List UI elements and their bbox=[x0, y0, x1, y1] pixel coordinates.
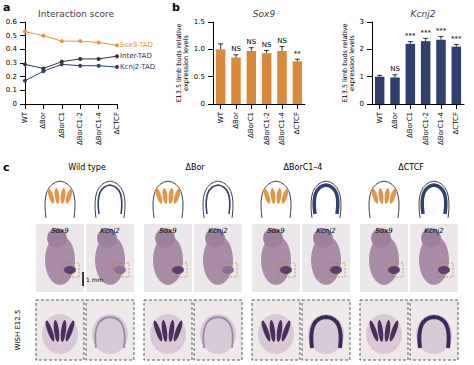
svg-text:Kcnj2: Kcnj2 bbox=[100, 227, 120, 235]
svg-text:ΔCTCF: ΔCTCF bbox=[398, 163, 424, 172]
svg-text:ΔBorC1: ΔBorC1 bbox=[247, 112, 255, 138]
svg-text:expression levels: expression levels bbox=[348, 34, 356, 91]
svg-text:Kcnj2: Kcnj2 bbox=[316, 227, 336, 235]
svg-text:ΔBorC1–4: ΔBorC1–4 bbox=[284, 163, 323, 172]
svg-text:expression levels: expression levels bbox=[182, 34, 190, 91]
svg-text:Kcnj2: Kcnj2 bbox=[424, 227, 444, 235]
svg-text:***: *** bbox=[405, 32, 416, 40]
svg-text:0: 0 bbox=[13, 100, 17, 108]
svg-text:Kcnj2: Kcnj2 bbox=[208, 227, 228, 235]
svg-text:NS: NS bbox=[390, 65, 400, 73]
svg-text:NS: NS bbox=[231, 45, 241, 53]
svg-text:WT: WT bbox=[21, 111, 29, 123]
svg-text:Wild type: Wild type bbox=[68, 163, 106, 172]
svg-text:1: 1 bbox=[360, 73, 364, 81]
svg-text:Kcnj2-TAD: Kcnj2-TAD bbox=[120, 63, 155, 71]
svg-text:ΔBorC1: ΔBorC1 bbox=[406, 112, 414, 138]
svg-text:2: 2 bbox=[360, 45, 364, 53]
svg-text:***: *** bbox=[436, 27, 447, 35]
svg-text:ΔBorC1: ΔBorC1 bbox=[58, 112, 66, 138]
svg-text:0.1: 0.1 bbox=[6, 86, 17, 94]
svg-text:ΔCTCF: ΔCTCF bbox=[113, 112, 121, 134]
svg-text:ΔBor: ΔBor bbox=[391, 112, 399, 129]
svg-text:Inter-TAD: Inter-TAD bbox=[120, 52, 152, 60]
svg-text:Sox9: Sox9 bbox=[51, 227, 69, 235]
svg-text:0: 0 bbox=[360, 100, 364, 108]
svg-text:WT: WT bbox=[217, 111, 225, 123]
svg-text:ΔBor: ΔBor bbox=[232, 112, 240, 129]
svg-text:NS: NS bbox=[246, 38, 256, 46]
svg-text:Sox9: Sox9 bbox=[159, 227, 177, 235]
svg-text:Sox9-TAD: Sox9-TAD bbox=[120, 41, 153, 49]
svg-text:ΔBorC1-4: ΔBorC1-4 bbox=[278, 111, 286, 145]
svg-text:ΔBorC1-2: ΔBorC1-2 bbox=[263, 112, 271, 145]
svg-text:***: *** bbox=[451, 35, 462, 43]
svg-text:Sox9: Sox9 bbox=[267, 227, 285, 235]
svg-text:0.5: 0.5 bbox=[6, 32, 17, 40]
svg-text:1.0: 1.0 bbox=[194, 45, 205, 53]
svg-text:0.4: 0.4 bbox=[6, 45, 18, 53]
svg-text:ΔBorC1-2: ΔBorC1-2 bbox=[422, 112, 430, 145]
svg-text:WT: WT bbox=[376, 111, 384, 123]
svg-text:0: 0 bbox=[201, 100, 205, 108]
svg-text:0.2: 0.2 bbox=[6, 73, 17, 81]
svg-text:Sox9: Sox9 bbox=[253, 9, 276, 19]
svg-text:**: ** bbox=[294, 50, 302, 58]
svg-text:0.6: 0.6 bbox=[6, 18, 18, 26]
svg-text:a: a bbox=[3, 1, 10, 14]
svg-text:ΔBor: ΔBor bbox=[185, 163, 205, 172]
svg-text:ΔCTCF: ΔCTCF bbox=[293, 112, 301, 134]
svg-text:ΔBorC1-4: ΔBorC1-4 bbox=[95, 111, 103, 145]
svg-text:***: *** bbox=[420, 29, 431, 37]
svg-text:ΔBor: ΔBor bbox=[39, 112, 47, 129]
svg-text:b: b bbox=[172, 1, 180, 14]
svg-text:0.3: 0.3 bbox=[6, 59, 17, 67]
svg-text:ΔCTCF: ΔCTCF bbox=[452, 112, 460, 134]
svg-text:Sox9: Sox9 bbox=[375, 227, 393, 235]
svg-text:ΔBorC1-4: ΔBorC1-4 bbox=[437, 111, 445, 145]
svg-text:c: c bbox=[3, 161, 10, 174]
svg-text:E13.5 limb buds relative: E13.5 limb buds relative bbox=[341, 23, 350, 103]
svg-text:3: 3 bbox=[360, 18, 364, 26]
svg-text:Kcnj2: Kcnj2 bbox=[411, 9, 436, 19]
svg-text:E13.5 limb buds relative: E13.5 limb buds relative bbox=[175, 23, 184, 103]
svg-text:Interaction score: Interaction score bbox=[38, 9, 114, 19]
svg-text:0.5: 0.5 bbox=[194, 73, 205, 81]
svg-text:NS: NS bbox=[262, 41, 272, 49]
svg-text:1 mm: 1 mm bbox=[86, 276, 104, 283]
svg-text:WISH E12.5: WISH E12.5 bbox=[14, 310, 22, 351]
svg-text:1.5: 1.5 bbox=[194, 18, 205, 26]
svg-text:NS: NS bbox=[277, 37, 287, 45]
svg-text:ΔBorC1-2: ΔBorC1-2 bbox=[76, 112, 84, 145]
